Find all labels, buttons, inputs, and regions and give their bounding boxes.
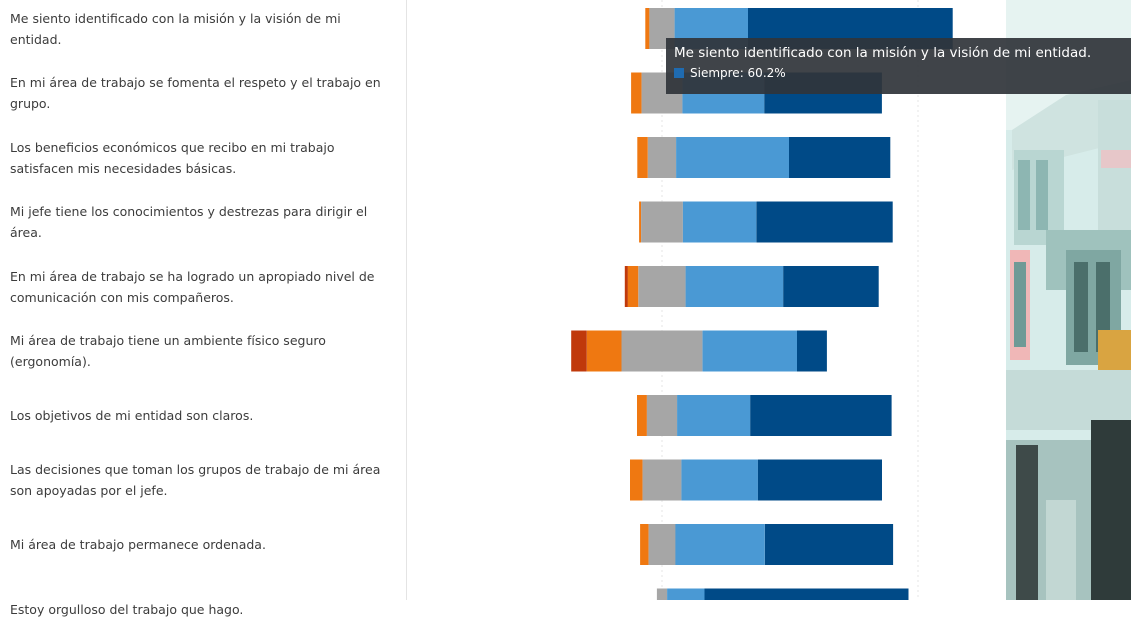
bar-segment[interactable] [681,459,758,501]
bar-segment[interactable] [676,137,789,178]
bar-segment[interactable] [647,137,677,178]
bar-segment[interactable] [750,395,892,436]
bar-segment[interactable] [631,72,642,114]
bar-segment[interactable] [571,330,587,372]
bar-segment[interactable] [783,266,879,307]
question-label: Los objetivos de mi entidad son claros. [10,408,254,423]
bar-segment[interactable] [638,266,686,307]
bar-segment[interactable] [789,137,891,178]
question-label: Mi jefe tiene los conocimientos y destre… [10,204,368,240]
question-label: En mi área de trabajo se ha logrado un a… [10,268,375,305]
bar-segment[interactable] [797,330,827,372]
bar-segment[interactable] [704,588,909,601]
tooltip-title: Me siento identificado con la misión y l… [674,45,1092,61]
chart-tooltip: Me siento identificado con la misión y l… [666,38,1131,94]
question-label: En mi área de trabajo se fomenta el resp… [10,75,381,111]
bar-segment[interactable] [646,395,678,436]
bar-segment[interactable] [641,201,683,243]
bar-segment[interactable] [648,524,676,565]
bar-segment[interactable] [624,266,628,307]
question-label: Mi área de trabajo permanece ordenada. [10,537,266,552]
bar-segment[interactable] [667,588,705,601]
bar-segment[interactable] [757,459,882,501]
bar-segment[interactable] [642,459,682,501]
bar-segment[interactable] [685,266,784,307]
question-label: Mi área de trabajo tiene un ambiente fís… [10,333,326,369]
bar-segment[interactable] [756,201,893,243]
bar-segment[interactable] [645,8,650,49]
bar-segment[interactable] [675,524,765,565]
bar-segment[interactable] [621,330,703,372]
bar-segment[interactable] [637,137,648,178]
bar-segment[interactable] [627,266,639,307]
question-label: Las decisiones que toman los grupos de t… [10,462,381,498]
bar-segment[interactable] [639,201,642,243]
question-labels: Me siento identificado con la misión y l… [0,0,406,617]
tooltip-value-row: Siempre: 60.2% [674,64,1123,82]
tooltip-series-swatch [674,68,684,78]
panel-divider [406,0,407,600]
bar-segment[interactable] [637,395,647,436]
question-label: Me siento identificado con la misión y l… [10,10,341,47]
question-label: Estoy orgulloso del trabajo que hago. [10,601,244,617]
stacked-bar-chart [571,0,953,601]
bar-segment[interactable] [640,524,649,565]
bar-segment[interactable] [656,588,668,601]
bar-segment[interactable] [702,330,798,372]
tooltip-value: Siempre: 60.2% [690,66,786,80]
bar-segment[interactable] [677,395,751,436]
bar-segment[interactable] [586,330,622,372]
bar-segment[interactable] [682,201,757,243]
bar-segment[interactable] [630,459,643,501]
question-label: Los beneficios económicos que recibo en … [10,139,335,176]
bar-segment[interactable] [764,524,894,565]
background-photo [1006,0,1131,600]
